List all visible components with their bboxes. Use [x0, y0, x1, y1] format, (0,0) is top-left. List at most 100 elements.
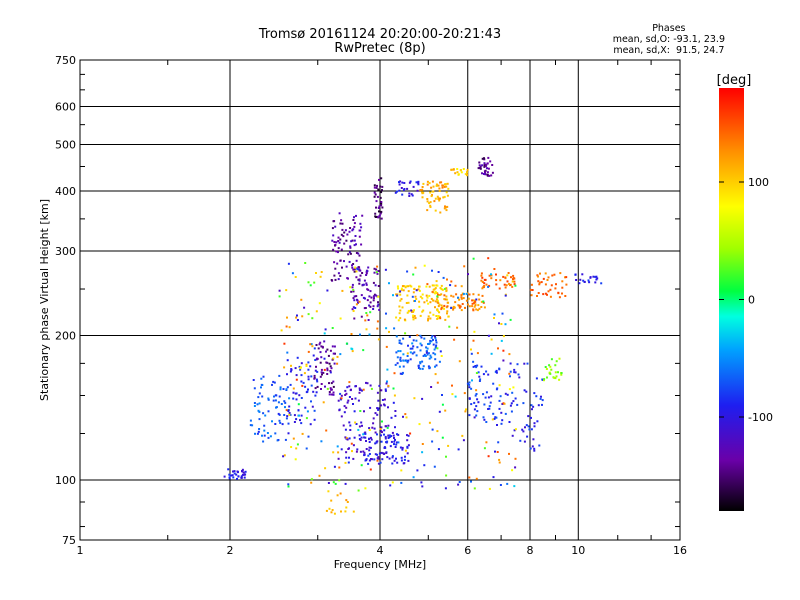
data-point: [565, 276, 568, 279]
data-point: [356, 268, 359, 271]
data-point: [344, 436, 347, 439]
data-point: [300, 362, 303, 365]
data-point: [413, 288, 416, 290]
data-point: [524, 426, 526, 429]
data-point: [358, 425, 361, 428]
data-point: [376, 305, 379, 308]
data-point: [386, 440, 389, 443]
data-point: [495, 369, 498, 372]
data-point: [560, 372, 563, 374]
data-point: [359, 450, 362, 453]
data-point: [499, 279, 502, 282]
data-point: [409, 347, 412, 350]
data-point: [495, 388, 498, 391]
data-point: [385, 312, 387, 315]
data-point: [371, 458, 374, 461]
data-point: [348, 421, 351, 424]
data-point: [337, 247, 340, 250]
data-point: [574, 273, 577, 276]
data-point: [541, 403, 543, 406]
data-point: [223, 475, 226, 478]
data-point: [297, 403, 300, 406]
data-point: [296, 314, 298, 317]
data-point: [508, 372, 511, 375]
data-point: [300, 397, 303, 399]
data-point: [443, 294, 446, 297]
data-point: [460, 297, 463, 300]
data-point: [412, 316, 415, 319]
data-point: [465, 299, 468, 302]
data-point: [352, 228, 355, 231]
data-point: [461, 292, 464, 295]
data-point: [345, 342, 348, 345]
data-point: [463, 265, 466, 268]
data-point: [423, 337, 426, 340]
data-point: [400, 481, 403, 484]
data-point: [397, 319, 400, 322]
data-point: [443, 185, 446, 188]
data-point: [508, 353, 511, 356]
data-point: [375, 216, 377, 218]
data-point: [526, 435, 529, 438]
data-point: [363, 410, 365, 413]
data-point: [264, 414, 267, 417]
data-point: [476, 410, 479, 413]
data-point: [491, 171, 494, 174]
data-point: [500, 422, 503, 425]
data-point: [371, 426, 374, 429]
data-point: [486, 162, 489, 165]
data-point: [414, 317, 417, 320]
data-point: [326, 369, 329, 372]
data-point: [588, 281, 591, 284]
data-point: [557, 371, 559, 374]
data-point: [432, 338, 434, 341]
data-point: [472, 365, 475, 368]
data-point: [351, 239, 354, 242]
phase-stats: Phases mean, sd,O: -93.1, 23.9 mean, sd,…: [613, 23, 725, 56]
data-point: [322, 401, 325, 404]
data-point: [243, 473, 246, 476]
data-point: [355, 259, 358, 262]
data-point: [419, 361, 422, 364]
data-point: [483, 162, 486, 165]
data-point: [380, 201, 383, 203]
data-point: [358, 254, 361, 257]
data-point: [440, 284, 443, 287]
data-point: [542, 277, 545, 280]
data-point: [418, 423, 421, 426]
data-point: [305, 447, 308, 450]
data-point: [498, 322, 500, 325]
data-point: [310, 384, 313, 387]
data-point: [355, 423, 358, 425]
data-point: [529, 288, 532, 291]
data-point: [440, 308, 443, 311]
data-point: [386, 426, 389, 429]
data-point: [582, 279, 585, 282]
data-point: [326, 348, 329, 351]
data-point: [345, 265, 348, 268]
data-point: [377, 188, 380, 191]
data-point: [426, 283, 429, 286]
data-point: [331, 358, 334, 361]
data-point: [416, 334, 419, 337]
data-point: [512, 277, 515, 279]
data-point: [289, 413, 292, 416]
data-point: [450, 168, 453, 171]
data-point: [443, 195, 446, 198]
data-point: [383, 429, 386, 432]
x-tick-label: 10: [571, 544, 585, 557]
data-point: [400, 469, 403, 472]
data-point: [361, 424, 363, 427]
data-point: [376, 440, 379, 443]
data-point: [319, 275, 322, 278]
data-point: [338, 479, 341, 482]
data-point: [431, 428, 434, 431]
data-point: [502, 359, 505, 362]
data-point: [485, 163, 488, 166]
data-point: [471, 305, 474, 308]
data-point: [373, 297, 375, 300]
data-point: [267, 398, 270, 401]
data-point: [340, 219, 343, 222]
data-point: [376, 265, 379, 268]
data-point: [416, 469, 419, 472]
